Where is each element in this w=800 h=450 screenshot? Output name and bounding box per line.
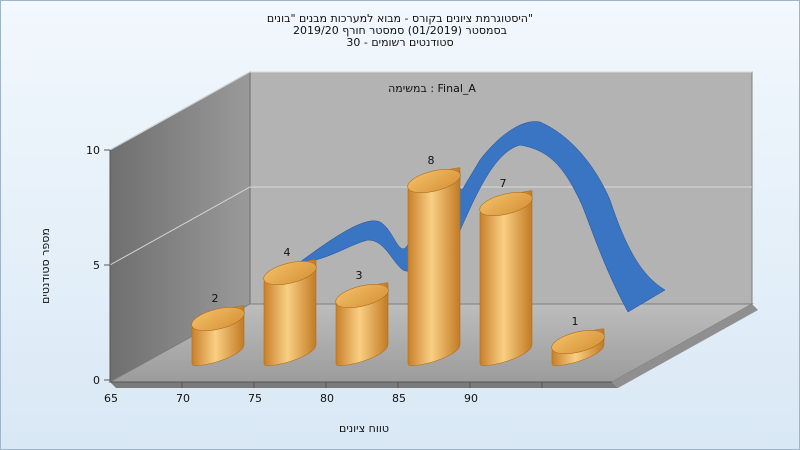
bar-value-label: 3 (356, 269, 363, 282)
x-tick-label: 80 (320, 392, 334, 405)
title-line-3: סטודנטים רשומים - 30 (346, 36, 453, 49)
bottom-edge-depth (110, 382, 618, 388)
bar-value-label: 2 (212, 292, 219, 305)
bar-cap (263, 261, 317, 285)
y-tick-label: 5 (93, 259, 100, 272)
bar-value-label: 7 (500, 177, 507, 190)
y-axis-label: מספר סטודנטים (39, 228, 52, 304)
bar-body (479, 190, 533, 366)
histogram-bar (335, 282, 389, 366)
title-line-1: היסטוגרמת ציונים בקורס - מבוא למערכות מב… (267, 12, 533, 25)
x-tick-label: 65 (104, 392, 118, 405)
x-axis-ticks: 65 70 75 80 85 90 (104, 381, 612, 405)
histogram-bar (263, 259, 317, 366)
bar-value-label: 4 (284, 246, 291, 259)
bar-cap (335, 284, 389, 308)
chart-title: היסטוגרמת ציונים בקורס - מבוא למערכות מב… (267, 12, 533, 49)
y-tick-label: 0 (93, 374, 100, 387)
y-tick-label: 10 (86, 144, 100, 157)
x-tick-label: 90 (464, 392, 478, 405)
histogram-bar (479, 190, 533, 366)
x-tick-label: 70 (176, 392, 190, 405)
histogram-bar (407, 167, 461, 366)
x-tick-label: 85 (392, 392, 406, 405)
bar-value-label: 1 (572, 315, 579, 328)
title-line-2: בסמסטר (01/2019) סמסטר חורף 2019/20 (293, 24, 507, 37)
x-tick-label: 75 (248, 392, 262, 405)
x-axis-label: טווח ציונים (339, 422, 389, 435)
value-labels-group: 2 4 3 8 7 1 (212, 154, 579, 328)
gridline (109, 71, 752, 151)
bars-group (191, 167, 605, 366)
bar-body (407, 167, 461, 366)
right-edge-depth (612, 304, 758, 388)
bar-cap (479, 192, 533, 216)
bar-cap (191, 307, 245, 331)
bar-value-label: 8 (428, 154, 435, 167)
bar-cap (551, 330, 605, 354)
bar-cap (407, 169, 461, 193)
histogram-bar (551, 328, 605, 366)
y-axis-ticks: 0 5 10 (86, 144, 111, 387)
histogram-bar (191, 305, 245, 366)
task-annotation: במשימה : Final_A (388, 82, 476, 95)
